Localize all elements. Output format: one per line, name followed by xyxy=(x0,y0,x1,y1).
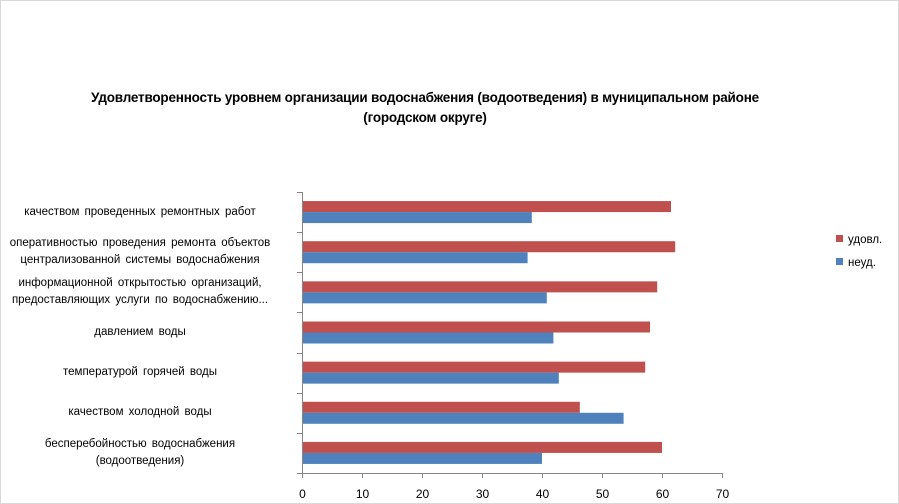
x-tick-label-0: 0 xyxy=(299,487,306,501)
bar-udovl-3 xyxy=(302,321,650,333)
chart-title-line-2: (городском округе) xyxy=(363,110,487,125)
legend-item-neud: неуд. xyxy=(836,257,876,269)
category-label-0: качеством проведенных ремонтных работ xyxy=(0,204,290,221)
category-label-5: качеством холодной воды xyxy=(0,404,290,421)
bar-neud-2 xyxy=(302,292,547,304)
category-label-2-line-0: информационной открытостью организаций, xyxy=(18,277,262,290)
x-tick-label-1: 10 xyxy=(356,487,370,501)
chart-title-line-1: Удовлетворенность уровнем организации во… xyxy=(91,90,759,105)
bar-udovl-1 xyxy=(302,241,676,253)
category-label-6: бесперебойностью водоснабжения (водоотвед… xyxy=(0,436,290,470)
category-label-0-line-0: качеством проведенных ремонтных работ xyxy=(24,205,256,218)
category-label-1: оперативностью проведения ремонта объект… xyxy=(0,235,290,269)
bar-neud-5 xyxy=(302,412,624,424)
bar-neud-6 xyxy=(302,452,542,464)
x-tick-label-7: 70 xyxy=(716,487,730,501)
category-label-4-line-0: температурой горячей воды xyxy=(63,366,217,379)
legend-label-neud: неуд. xyxy=(848,257,876,269)
category-label-2-line-1: предоставляющих услуги по водоснабжению.… xyxy=(11,294,269,307)
bar-udovl-0 xyxy=(302,201,671,213)
category-label-6-line-1: (водоотведения) xyxy=(95,454,185,467)
x-tick-label-2: 20 xyxy=(416,487,430,501)
bar-udovl-5 xyxy=(302,401,580,413)
x-tick-label-4: 40 xyxy=(536,487,550,501)
category-label-6-line-0: бесперебойностью водоснабжения xyxy=(44,437,236,450)
bar-udovl-6 xyxy=(302,441,662,453)
category-label-5-line-0: качеством холодной воды xyxy=(68,406,212,419)
bar-udovl-2 xyxy=(302,281,658,293)
legend-item-udovl: удовл. xyxy=(836,234,882,246)
bar-udovl-4 xyxy=(302,361,646,373)
legend-swatch-neud xyxy=(836,258,843,265)
category-label-1-line-1: централизованной системы водоснабжения xyxy=(20,254,260,267)
legend-swatch-udovl xyxy=(836,235,843,242)
category-label-3: давлением воды xyxy=(0,324,290,341)
bar-neud-3 xyxy=(302,332,554,344)
bar-neud-4 xyxy=(302,372,559,384)
category-label-2: информационной открытостью организаций, п… xyxy=(0,275,290,309)
category-label-3-line-0: давлением воды xyxy=(94,326,186,338)
bar-neud-1 xyxy=(302,252,528,264)
bar-neud-0 xyxy=(302,212,532,224)
category-label-4: температурой горячей воды xyxy=(0,364,290,381)
category-label-1-line-0: оперативностью проведения ремонта объект… xyxy=(9,237,271,250)
legend-label-udovl: удовл. xyxy=(848,234,883,246)
x-tick-label-5: 50 xyxy=(596,487,610,501)
x-tick-label-6: 60 xyxy=(656,487,670,501)
chart-title: Удовлетворенность уровнем организации во… xyxy=(20,88,830,128)
x-tick-label-3: 30 xyxy=(476,487,490,501)
